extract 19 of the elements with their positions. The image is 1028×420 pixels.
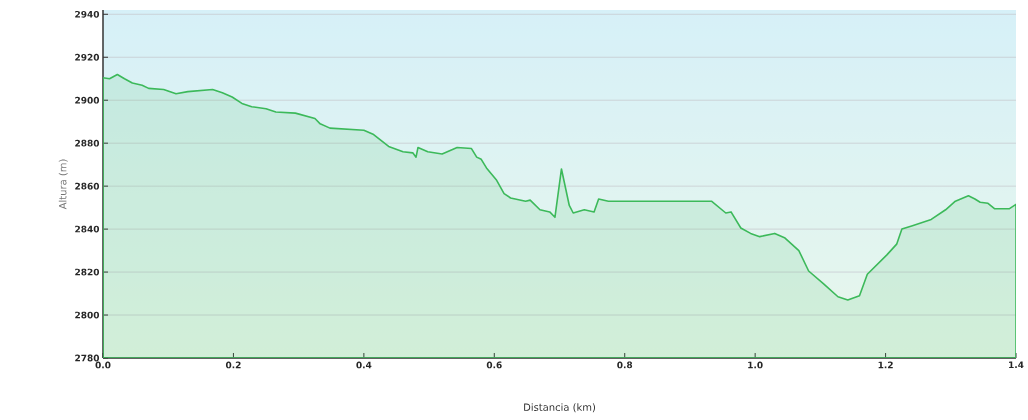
x-tick-label: 0.8 xyxy=(617,361,633,369)
y-tick-label: 2880 xyxy=(75,139,100,147)
y-tick-label: 2820 xyxy=(75,268,100,276)
x-tick-label: 0.4 xyxy=(356,361,372,369)
x-tick-label: 0.6 xyxy=(486,361,502,369)
y-tick-label: 2780 xyxy=(75,354,100,362)
y-tick-label: 2840 xyxy=(75,225,100,233)
y-tick-label: 2800 xyxy=(75,311,100,319)
x-tick-label: 0.2 xyxy=(225,361,241,369)
y-tick-label: 2900 xyxy=(75,96,100,104)
y-tick-label: 2920 xyxy=(75,53,100,61)
y-axis-title: Altura (m) xyxy=(58,159,68,210)
x-tick-label: 1.0 xyxy=(748,361,763,369)
x-tick-label: 1.4 xyxy=(1009,361,1024,369)
y-tick-label: 2860 xyxy=(75,182,100,190)
x-tick-label: 1.2 xyxy=(878,361,893,369)
x-axis-title: Distancia (km) xyxy=(524,403,596,413)
y-tick-label: 2940 xyxy=(75,10,100,18)
x-tick-label: 0.0 xyxy=(95,361,111,369)
